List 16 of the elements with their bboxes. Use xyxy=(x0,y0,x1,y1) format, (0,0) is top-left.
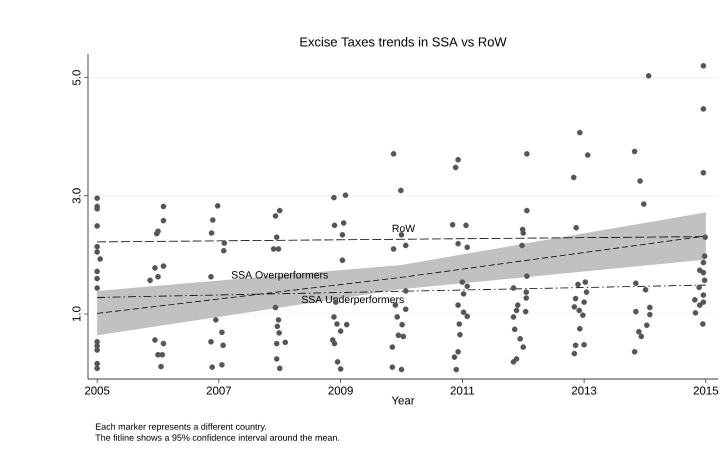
series-label: SSA Overperformers xyxy=(232,270,328,281)
x-tick-label: 2007 xyxy=(206,386,232,395)
chart-title: Excise Taxes trends in SSA vs RoW xyxy=(300,36,507,46)
series-label: RoW xyxy=(392,224,416,232)
x-tick-label: 2009 xyxy=(328,386,353,395)
x-tick-label: 2013 xyxy=(572,386,596,395)
x-tick-label: 2005 xyxy=(84,386,110,395)
series-label: SSA Underperformers xyxy=(302,295,404,306)
text: The fitline shows a 95% confidence interval around the mean. xyxy=(95,434,340,441)
x-tick-label: 2015 xyxy=(694,386,718,395)
x-axis-title: Year xyxy=(392,396,414,404)
text: Each marker represents a different country. xyxy=(96,423,266,432)
y-tick-label: 1.0 xyxy=(72,306,81,322)
y-tick-label: 5.0 xyxy=(72,70,81,86)
y-tick-label: 3.0 xyxy=(72,188,81,204)
x-tick-label: 2011 xyxy=(450,386,474,395)
